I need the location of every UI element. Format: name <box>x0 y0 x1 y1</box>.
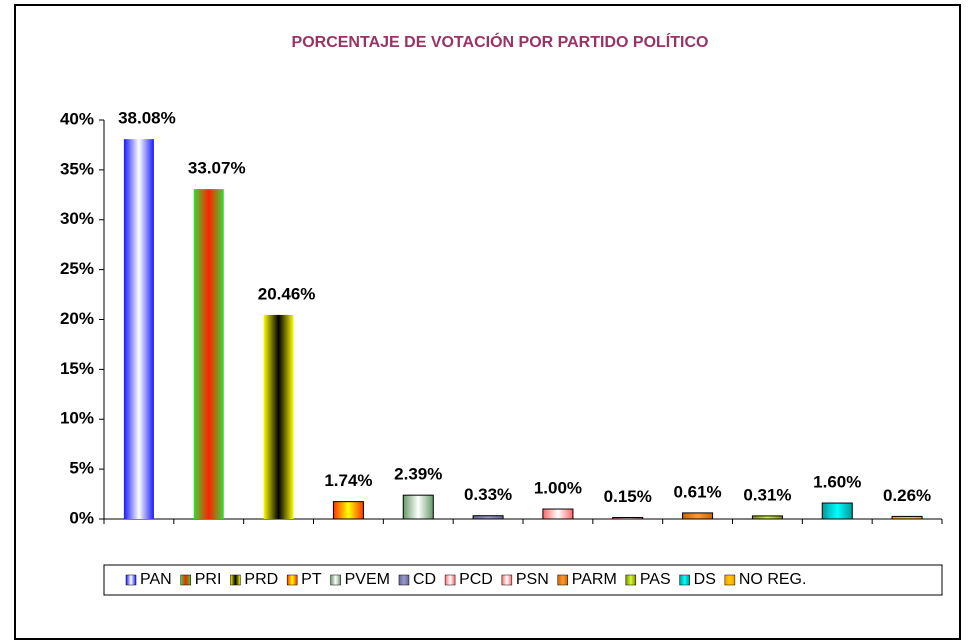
bar <box>751 515 783 520</box>
legend-label: PARM <box>572 571 617 588</box>
bar <box>332 501 364 520</box>
legend-swatch <box>330 574 341 586</box>
y-tick-label: 20% <box>60 309 94 328</box>
value-label: 1.60% <box>813 473 861 492</box>
value-label: 0.61% <box>673 482 721 501</box>
bar <box>402 494 434 520</box>
value-label: 0.15% <box>604 487 652 506</box>
bar <box>193 189 224 519</box>
legend-label: PRI <box>195 571 222 588</box>
legend-label: PSN <box>516 571 549 588</box>
legend-swatch <box>625 574 637 586</box>
value-label: 0.33% <box>464 485 512 504</box>
legend-swatch <box>679 574 690 586</box>
value-label: 0.31% <box>743 485 791 504</box>
value-label: 0.26% <box>883 486 931 505</box>
bar <box>612 517 644 520</box>
bar <box>542 508 574 520</box>
value-label: 20.46% <box>258 284 316 303</box>
legend-label: CD <box>413 571 436 588</box>
legend-swatch <box>180 574 191 586</box>
legend-label: PAS <box>640 571 671 588</box>
bar <box>263 314 294 519</box>
y-tick-label: 5% <box>69 459 94 478</box>
y-tick-label: 25% <box>60 259 94 278</box>
value-label: 2.39% <box>394 465 442 484</box>
value-label: 38.08% <box>118 109 176 128</box>
y-tick-label: 15% <box>60 359 94 378</box>
legend-swatch <box>125 574 137 586</box>
y-tick-label: 30% <box>60 209 94 228</box>
chart-frame <box>14 4 961 640</box>
legend-label: PVEM <box>345 571 390 588</box>
legend-swatch <box>557 574 569 586</box>
legend-swatch <box>501 574 513 586</box>
value-label: 33.07% <box>188 159 246 178</box>
legend-label: PT <box>301 571 322 588</box>
bar <box>891 515 923 520</box>
bar <box>472 515 504 520</box>
bar <box>682 512 714 520</box>
legend-swatch <box>286 574 298 586</box>
legend-swatch <box>230 574 241 586</box>
legend-frame <box>103 564 943 596</box>
legend-label: PCD <box>459 571 493 588</box>
legend-label: PRD <box>244 571 278 588</box>
legend-swatch <box>398 574 410 586</box>
bar <box>821 502 853 520</box>
y-tick-label: 35% <box>60 159 94 178</box>
chart-title: PORCENTAJE DE VOTACIÓN POR PARTIDO POLÍT… <box>292 32 709 51</box>
legend-label: DS <box>694 571 716 588</box>
legend-label: PAN <box>140 571 172 588</box>
bar <box>123 139 154 520</box>
y-tick-label: 40% <box>60 109 94 128</box>
value-label: 1.00% <box>534 479 582 498</box>
value-label: 1.74% <box>324 471 372 490</box>
legend-label: NO REG. <box>739 571 807 588</box>
y-tick-label: 10% <box>60 409 94 428</box>
legend-swatch <box>444 574 456 586</box>
y-tick-label: 0% <box>69 508 94 527</box>
legend-swatch <box>724 574 736 586</box>
